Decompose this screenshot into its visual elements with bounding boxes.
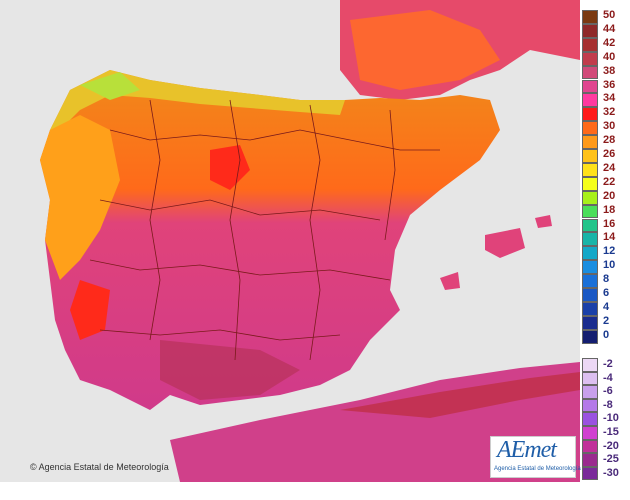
aemet-logo-mark: AEmet — [497, 437, 557, 463]
ibiza — [440, 272, 460, 290]
legend-swatch — [582, 260, 598, 275]
legend-label: 10 — [603, 259, 616, 272]
legend-swatch-cold — [582, 358, 598, 372]
legend-swatch — [582, 190, 598, 205]
france-warm-area — [350, 10, 500, 90]
legend-label: 36 — [603, 78, 616, 91]
legend-label-cold: -30 — [603, 466, 619, 479]
map-canvas — [0, 0, 580, 482]
aemet-logo-subtitle: Agencia Estatal de Meteorología — [494, 466, 581, 472]
legend-swatch — [582, 79, 598, 94]
legend-label: 34 — [603, 92, 616, 105]
legend-swatch — [582, 204, 598, 219]
legend-swatch — [582, 176, 598, 191]
legend-swatch — [582, 51, 598, 66]
legend-label: 4 — [603, 300, 610, 313]
legend-swatch — [582, 107, 598, 122]
legend-swatch — [582, 274, 598, 288]
hot-patch-center — [210, 145, 250, 190]
legend-label-cold: -4 — [603, 371, 613, 384]
legend-swatch-cold — [582, 439, 598, 454]
legend-swatch — [582, 329, 598, 344]
legend-swatch-cold — [582, 371, 598, 386]
legend-label: 24 — [603, 161, 616, 174]
aemet-logo: AEmet Agencia Estatal de Meteorología — [490, 436, 581, 478]
legend-swatch — [582, 23, 598, 38]
legend-swatch-cold — [582, 466, 598, 481]
legend-swatch — [582, 218, 598, 233]
legend-swatch — [582, 65, 598, 80]
legend-swatch — [582, 246, 598, 261]
legend-swatch — [582, 10, 598, 24]
legend-swatch — [582, 288, 598, 302]
copyright-icon: © — [30, 462, 39, 472]
legend-swatch — [582, 121, 598, 136]
legend-swatch — [582, 149, 598, 163]
credit-text: © Agencia Estatal de Meteorología — [30, 462, 169, 472]
legend-label-cold: -15 — [603, 426, 619, 438]
menorca — [535, 215, 552, 228]
legend-label: 0 — [603, 328, 610, 341]
legend-swatch-cold — [582, 412, 598, 426]
legend-swatch — [582, 232, 598, 247]
legend-label: 6 — [603, 287, 610, 299]
mallorca — [485, 228, 525, 258]
legend-label: 20 — [603, 189, 616, 202]
legend-label: 12 — [603, 245, 616, 258]
legend-label: 26 — [603, 148, 616, 160]
legend-swatch — [582, 93, 598, 108]
legend-swatch — [582, 301, 598, 316]
legend-label: 16 — [603, 217, 616, 230]
legend-swatch — [582, 315, 598, 330]
legend-label-cold: -2 — [603, 358, 613, 370]
legend-label: 18 — [603, 203, 616, 216]
legend-label: 50 — [603, 9, 616, 21]
legend-label-cold: -8 — [603, 398, 613, 411]
legend-label: 38 — [603, 64, 616, 77]
hot-patch-west — [70, 280, 110, 340]
legend-label: 30 — [603, 120, 616, 133]
legend-label: 44 — [603, 22, 616, 35]
province-borders — [89, 99, 440, 361]
legend-label: 8 — [603, 273, 610, 286]
north-africa-coast — [340, 372, 580, 418]
legend-swatch-cold — [582, 398, 598, 413]
credit-label: Agencia Estatal de Meteorología — [38, 462, 169, 472]
legend-label: 2 — [603, 314, 610, 327]
legend-label: 42 — [603, 36, 616, 49]
legend-label-cold: -25 — [603, 453, 619, 466]
legend-swatch-cold — [582, 426, 598, 440]
legend-label: 32 — [603, 106, 616, 119]
legend-label-cold: -10 — [603, 412, 619, 425]
galicia-cool-patch — [80, 72, 140, 100]
legend-swatch-cold — [582, 385, 598, 399]
legend-swatch — [582, 162, 598, 177]
west-warm-band — [40, 115, 120, 280]
legend-swatch-cold — [582, 453, 598, 467]
legend-label: 40 — [603, 50, 616, 63]
legend-label: 22 — [603, 175, 616, 188]
legend-label-cold: -20 — [603, 439, 619, 452]
legend-label-cold: -6 — [603, 385, 613, 398]
legend-swatch — [582, 37, 598, 52]
legend-label: 14 — [603, 231, 616, 244]
legend-swatch — [582, 135, 598, 149]
legend-label: 28 — [603, 134, 616, 147]
hot-patch-south — [160, 340, 300, 400]
iberian-peninsula — [40, 70, 500, 410]
